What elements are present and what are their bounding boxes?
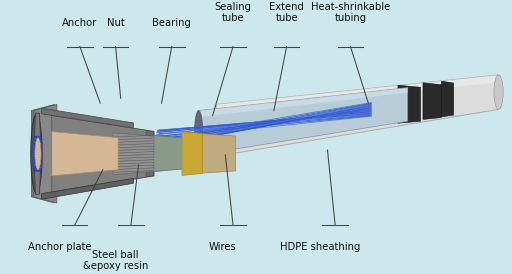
Polygon shape: [182, 132, 202, 175]
Circle shape: [140, 132, 146, 135]
Text: Steel ball
&epoxy resin: Steel ball &epoxy resin: [83, 250, 148, 271]
Polygon shape: [217, 75, 499, 156]
Circle shape: [142, 136, 149, 139]
Polygon shape: [398, 85, 420, 123]
Polygon shape: [52, 116, 146, 192]
Circle shape: [32, 160, 39, 163]
Ellipse shape: [195, 111, 203, 155]
Ellipse shape: [494, 75, 503, 109]
Polygon shape: [189, 133, 236, 174]
Text: Nut: Nut: [106, 18, 124, 28]
Circle shape: [33, 137, 40, 141]
Circle shape: [140, 131, 147, 134]
Text: Sealing
tube: Sealing tube: [215, 2, 251, 23]
Circle shape: [36, 152, 43, 155]
Circle shape: [32, 140, 39, 144]
Circle shape: [36, 157, 43, 161]
Circle shape: [141, 131, 148, 134]
Polygon shape: [52, 132, 118, 176]
Polygon shape: [31, 104, 54, 203]
Polygon shape: [441, 81, 454, 117]
Polygon shape: [36, 114, 154, 193]
Text: Extend
tube: Extend tube: [269, 2, 304, 23]
Circle shape: [141, 147, 147, 150]
Text: Anchor plate: Anchor plate: [28, 242, 91, 252]
Text: Wires: Wires: [209, 242, 237, 252]
Polygon shape: [423, 83, 441, 119]
Polygon shape: [113, 133, 164, 175]
Polygon shape: [217, 75, 499, 115]
Circle shape: [139, 139, 146, 142]
Polygon shape: [41, 178, 134, 199]
Circle shape: [34, 136, 41, 140]
Circle shape: [142, 145, 148, 148]
Circle shape: [35, 165, 42, 169]
Circle shape: [142, 143, 148, 147]
Circle shape: [142, 132, 148, 135]
Text: Bearing: Bearing: [152, 18, 191, 28]
Text: HDPE sheathing: HDPE sheathing: [280, 242, 360, 252]
Polygon shape: [154, 135, 195, 172]
Ellipse shape: [31, 114, 42, 193]
Circle shape: [35, 142, 42, 145]
Circle shape: [141, 130, 147, 134]
Polygon shape: [199, 88, 408, 155]
Circle shape: [32, 149, 39, 153]
Circle shape: [32, 155, 39, 158]
Polygon shape: [34, 104, 57, 203]
Circle shape: [34, 168, 41, 172]
Circle shape: [140, 146, 147, 149]
Circle shape: [142, 134, 148, 137]
Polygon shape: [34, 113, 41, 194]
Text: Anchor: Anchor: [62, 18, 97, 28]
Circle shape: [139, 141, 146, 144]
Text: Heat-shrinkable
tubing: Heat-shrinkable tubing: [311, 2, 390, 23]
Circle shape: [139, 134, 146, 137]
Polygon shape: [41, 108, 134, 128]
Circle shape: [35, 139, 42, 142]
Circle shape: [140, 145, 146, 148]
Circle shape: [34, 136, 41, 139]
Circle shape: [34, 167, 41, 171]
Circle shape: [36, 147, 43, 150]
Circle shape: [32, 164, 39, 167]
Circle shape: [142, 139, 149, 142]
Circle shape: [32, 144, 39, 148]
Circle shape: [141, 146, 148, 149]
Circle shape: [139, 143, 146, 147]
Circle shape: [35, 162, 42, 165]
Circle shape: [139, 136, 146, 139]
Polygon shape: [199, 88, 408, 117]
Circle shape: [33, 167, 40, 170]
Circle shape: [142, 141, 149, 144]
Ellipse shape: [35, 138, 41, 170]
